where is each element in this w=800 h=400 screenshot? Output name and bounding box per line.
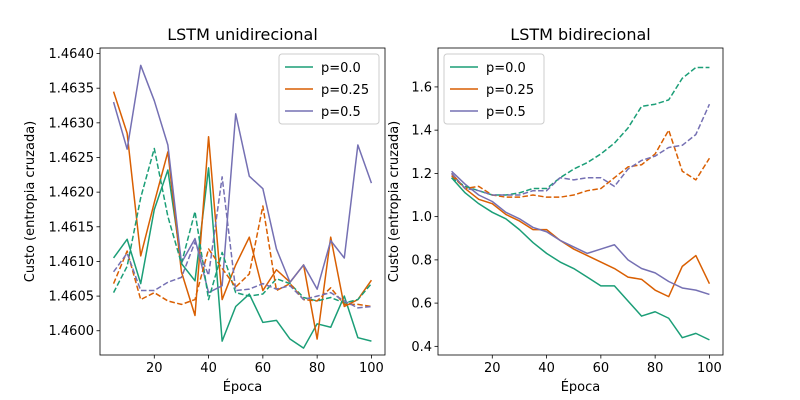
chart2-x-tick-label-4: 80: [647, 361, 664, 376]
chart1-y-tick-label-5: 1.4620: [49, 186, 95, 201]
chart1-y-tick-label-9: 1.4640: [49, 47, 95, 62]
chart1-y-axis-label: Custo (entropia cruzada): [23, 121, 38, 282]
chart2-x-axis-label: Época: [561, 379, 601, 395]
chart1-y-tick-label-4: 1.4615: [49, 220, 95, 235]
chart2-series-line-6: [451, 103, 711, 196]
chart2-y-tick-label-1: 0.4: [411, 340, 432, 355]
chart2-series-line-5: [451, 129, 711, 198]
chart2-y-tick-label-5: 1.2: [411, 167, 432, 182]
chart2-plot-frame: [437, 47, 724, 356]
chart2-y-tick-label-4: 1.0: [411, 210, 432, 225]
chart2-x-tick-label-2: 40: [538, 361, 555, 376]
chart2-x-tick-label-3: 60: [593, 361, 610, 376]
chart2-y-tick-label-7: 1.6: [411, 80, 432, 95]
chart1-x-tick-label-4: 80: [309, 361, 326, 376]
chart2-series-line-3: [451, 170, 710, 296]
chart1-legend-label-3: p=0.5: [321, 105, 361, 120]
chart1-legend-label-1: p=0.0: [321, 61, 361, 76]
chart2-y-tick-label-6: 1.4: [411, 124, 432, 139]
chart2-legend-label-2: p=0.25: [486, 83, 534, 98]
chart1-x-tick-label-3: 60: [255, 361, 272, 376]
chart2-y-tick-label-3: 0.8: [411, 253, 432, 268]
chart2-series-line-4: [451, 66, 710, 196]
chart1-y-tick-label-3: 1.4610: [49, 255, 95, 270]
chart1-x-axis-label: Época: [223, 379, 263, 395]
chart2-title: LSTM bidirecional: [510, 25, 650, 44]
chart1-series-line-6: [112, 176, 372, 309]
chart1-series-line-2: [112, 91, 373, 340]
chart2-legend-box: [443, 53, 545, 125]
chart1-series-line-5: [112, 205, 372, 308]
chart1-y-tick-label-6: 1.4625: [49, 151, 95, 166]
chart1-y-tick-label-8: 1.4635: [49, 82, 95, 97]
chart2-y-axis-label: Custo (entropia cruzada): [387, 121, 402, 282]
chart1-legend-box: [278, 53, 380, 125]
chart1-title: LSTM unidirecional: [167, 25, 318, 44]
chart1-plot-frame: [99, 47, 386, 356]
chart2-legend-label-3: p=0.5: [486, 105, 526, 120]
chart1-y-tick-label-1: 1.4600: [49, 324, 95, 339]
chart1-x-tick-label-5: 100: [359, 361, 384, 376]
chart1-y-tick-label-7: 1.4630: [49, 116, 95, 131]
chart2-x-tick-label-5: 100: [697, 361, 722, 376]
chart1-x-tick-label-2: 40: [200, 361, 217, 376]
chart1-x-tick-label-1: 20: [146, 361, 163, 376]
chart2-legend-label-1: p=0.0: [486, 61, 526, 76]
chart2-y-tick-label-2: 0.6: [411, 297, 432, 312]
chart2-series-line-1: [451, 177, 710, 341]
chart2-x-tick-label-1: 20: [484, 361, 501, 376]
chart1-series-line-1: [112, 167, 372, 349]
chart1-series-line-3: [112, 64, 373, 294]
chart1-series-line-4: [112, 147, 373, 304]
chart1-y-tick-label-2: 1.4605: [49, 290, 95, 305]
chart2-series-line-2: [451, 172, 711, 298]
chart1-legend-label-2: p=0.25: [321, 83, 369, 98]
